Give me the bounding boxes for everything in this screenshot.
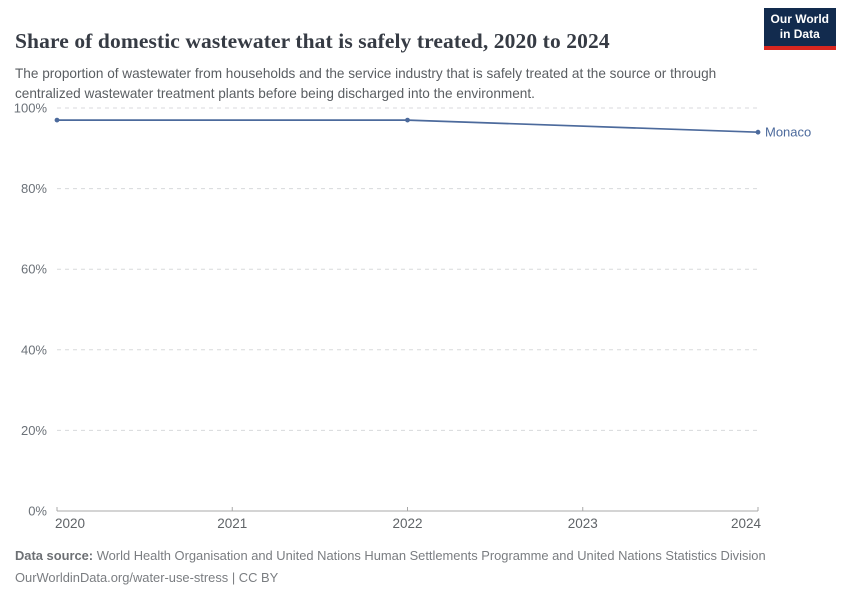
x-tick-label: 2021 [217, 516, 247, 531]
citation-line: OurWorldinData.org/water-use-stress | CC… [15, 567, 815, 589]
x-tick-label: 2020 [55, 516, 85, 531]
y-tick-label: 60% [21, 262, 47, 277]
y-tick-label: 40% [21, 342, 47, 357]
series-end-label[interactable]: Monaco [765, 125, 811, 140]
x-tick-label: 2024 [731, 516, 762, 531]
data-source-text[interactable]: World Health Organisation and United Nat… [96, 548, 766, 563]
y-tick-label: 80% [21, 181, 47, 196]
y-tick-label: 20% [21, 423, 47, 438]
chart-subtitle: The proportion of wastewater from househ… [15, 65, 717, 101]
footer-url-link[interactable]: OurWorldinData.org/water-use-stress [15, 569, 229, 585]
x-tick-label: 2023 [568, 516, 598, 531]
data-point[interactable] [54, 117, 60, 123]
data-source-label: Data source: [15, 548, 94, 563]
owid-logo[interactable]: Our World in Data [763, 8, 836, 50]
y-tick-label: 0% [28, 504, 47, 519]
owid-logo-line1: Our World [770, 12, 829, 26]
chart-footer: Data source: World Health Organisation a… [15, 545, 815, 588]
footer-separator: | [231, 569, 236, 585]
data-source-line: Data source: World Health Organisation a… [15, 545, 815, 567]
owid-logo-line2: in Data [779, 27, 820, 41]
data-point[interactable] [405, 117, 410, 123]
data-point[interactable] [755, 129, 761, 135]
x-tick-label: 2022 [392, 516, 422, 531]
y-tick-label: 100% [14, 101, 48, 116]
chart-title: Share of domestic wastewater that is saf… [15, 29, 610, 54]
footer-license-link[interactable]: CC BY [238, 569, 279, 585]
